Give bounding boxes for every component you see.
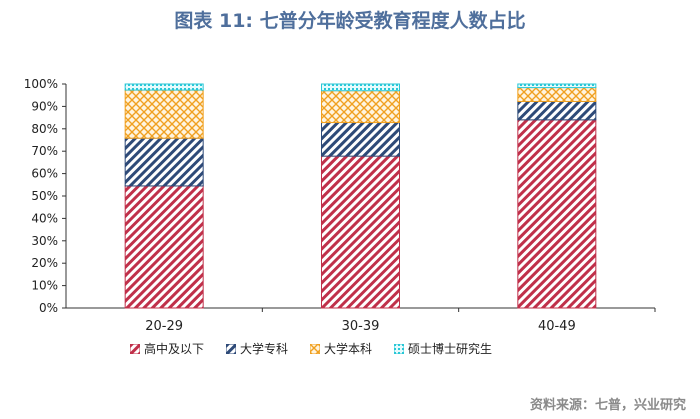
legend-label-graduate: 硕士博士研究生: [408, 342, 493, 356]
bar-segment: [124, 83, 204, 91]
legend-item-high-school: 高中及以下: [130, 340, 204, 357]
bar-segment: [517, 83, 597, 89]
bar-segment: [124, 137, 204, 187]
bar-segment: [517, 119, 597, 309]
bar-segment: [517, 100, 597, 121]
bar-segment: [517, 87, 597, 102]
y-tick-label: 100%: [24, 77, 58, 91]
legend-item-college: 大学专科: [226, 340, 288, 357]
y-tick-label: 40%: [31, 211, 58, 225]
chart-legend: 高中及以下 大学专科 大学本科 硕士博士研究生: [130, 340, 492, 357]
legend-item-graduate: 硕士博士研究生: [394, 340, 492, 357]
bar-segment: [321, 83, 400, 92]
y-tick-label: 50%: [31, 189, 58, 203]
y-tick-label: 60%: [31, 167, 58, 181]
legend-swatch-high-school: [130, 343, 140, 354]
bar-segment: [321, 90, 400, 124]
y-tick-label: 10%: [31, 279, 58, 293]
legend-swatch-graduate: [394, 343, 405, 354]
x-tick-label: 40-49: [538, 319, 576, 334]
x-tick-label: 20-29: [145, 319, 183, 334]
legend-label-college: 大学专科: [240, 342, 289, 356]
source-note: 资料来源：七普，兴业研究: [529, 398, 686, 413]
bar-segment: [124, 89, 204, 139]
x-tick-label: 30-39: [342, 319, 380, 334]
bar-segment: [124, 185, 204, 309]
legend-swatch-college: [226, 343, 237, 354]
y-tick-label: 70%: [31, 144, 58, 158]
legend-label-high-school: 高中及以下: [144, 342, 205, 356]
chart-title: 图表 11: 七普分年龄受教育程度人数占比: [174, 10, 526, 32]
y-tick-label: 0%: [39, 301, 58, 315]
legend-item-bachelor: 大学本科: [310, 340, 372, 357]
legend-label-bachelor: 大学本科: [324, 342, 373, 356]
y-tick-label: 20%: [31, 256, 58, 270]
y-tick-label: 30%: [31, 234, 58, 248]
bar-segment: [321, 122, 400, 157]
y-tick-label: 90%: [31, 99, 58, 113]
bar-segment: [321, 155, 400, 309]
y-tick-label: 80%: [31, 122, 58, 136]
legend-swatch-bachelor: [310, 343, 321, 354]
